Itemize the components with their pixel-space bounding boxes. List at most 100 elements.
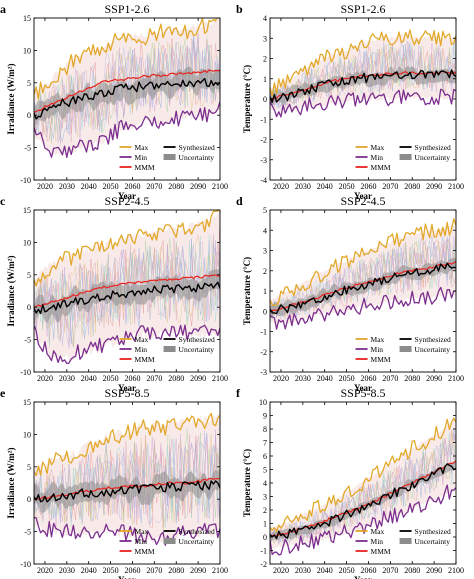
x-tick-label: 2060 <box>124 182 140 191</box>
ensemble-member-line <box>34 235 220 348</box>
y-tick-label: 10 <box>23 46 31 55</box>
x-tick-label: 2040 <box>317 566 333 575</box>
y-tick-label: 4 <box>263 14 267 23</box>
x-tick-label: 2020 <box>273 566 289 575</box>
min-line <box>34 101 220 159</box>
legend-label: Synthesized <box>415 143 451 152</box>
x-tick-label: 2080 <box>404 374 420 383</box>
y-tick-label: 0 <box>27 303 31 312</box>
synthesized-line <box>270 463 456 540</box>
x-axis-label: Year <box>118 575 136 579</box>
y-tick-label: 9 <box>263 412 267 421</box>
legend-swatch <box>399 346 412 352</box>
y-tick-label: 4 <box>263 479 267 488</box>
x-tick-label: 2060 <box>124 374 140 383</box>
legend-label: Synthesized <box>179 527 215 536</box>
legend-label: Min <box>371 537 384 546</box>
legend-label: Uncertainty <box>179 345 215 354</box>
y-tick-label: -1 <box>260 547 267 556</box>
x-tick-label: 2020 <box>37 566 53 575</box>
x-axis-label: Year <box>354 191 372 201</box>
x-axis-label: Year <box>118 191 136 201</box>
x-tick-label: 2030 <box>59 374 75 383</box>
x-tick-label: 2100 <box>448 566 464 575</box>
x-tick-label: 2040 <box>317 182 333 191</box>
panel-title: SSP2-4.5 <box>340 194 385 208</box>
y-tick-label: 3 <box>263 34 267 43</box>
panel-letter: f <box>236 386 241 400</box>
min-line <box>34 516 220 546</box>
uncertainty-band <box>34 66 220 128</box>
x-tick-label: 2020 <box>37 182 53 191</box>
legend-label: Min <box>135 345 148 354</box>
y-tick-label: -3 <box>260 156 267 165</box>
x-tick-label: 2100 <box>212 374 228 383</box>
x-tick-label: 2070 <box>146 182 162 191</box>
mmm-line <box>34 477 220 501</box>
legend-label: MMM <box>371 547 391 556</box>
y-tick-label: 15 <box>23 398 31 407</box>
y-tick-label: 2 <box>263 55 267 64</box>
x-tick-label: 2100 <box>448 374 464 383</box>
y-tick-label: 3 <box>263 247 267 256</box>
legend-swatch <box>163 538 176 544</box>
legend-label: Max <box>371 143 385 152</box>
y-tick-label: -5 <box>24 144 31 153</box>
y-tick-label: -4 <box>260 176 267 185</box>
y-axis-label: Irradiance (W/m²) <box>6 64 16 135</box>
mmm-line <box>34 274 220 309</box>
y-tick-label: 3 <box>263 493 267 502</box>
y-tick-label: 5 <box>27 271 31 280</box>
y-tick-label: 6 <box>263 452 267 461</box>
x-tick-label: 2050 <box>339 566 355 575</box>
x-tick-label: 2040 <box>81 566 97 575</box>
mmm-line <box>34 69 220 113</box>
legend-label: Min <box>371 345 384 354</box>
y-tick-label: 10 <box>23 238 31 247</box>
max-line <box>34 210 220 287</box>
legend-label: MMM <box>135 547 155 556</box>
x-tick-label: 2060 <box>360 182 376 191</box>
plot-area-c <box>34 210 220 365</box>
uncertainty-band <box>270 66 456 107</box>
x-tick-label: 2050 <box>339 182 355 191</box>
axes-frame <box>33 17 221 181</box>
y-tick-label: -5 <box>24 336 31 345</box>
uncertainty-band <box>270 460 456 543</box>
legend-label: MMM <box>371 355 391 364</box>
x-tick-label: 2090 <box>190 566 206 575</box>
legend-label: Synthesized <box>179 143 215 152</box>
y-axis-label: Temperature (°C) <box>242 449 252 517</box>
panel-a: -10 -5 0 5 10 15 2020 2030 2040 2050 2060 2070 2080 2… <box>0 2 228 201</box>
x-tick-label: 2060 <box>124 566 140 575</box>
x-tick-label: 2080 <box>168 566 184 575</box>
x-axis-label: Year <box>118 383 136 393</box>
x-tick-label: 2050 <box>103 182 119 191</box>
y-tick-label: 2 <box>263 506 267 515</box>
x-tick-label: 2040 <box>317 374 333 383</box>
ensemble-member-line <box>34 34 220 143</box>
panel-d: -3 -2 -1 0 1 2 3 4 5 2020 2030 2040 2050 2060 2070 2080… <box>236 194 464 393</box>
plot-area-f <box>270 417 456 556</box>
legend-label: Min <box>135 537 148 546</box>
y-tick-label: 5 <box>263 466 267 475</box>
y-axis-label: Temperature (°C) <box>242 65 252 133</box>
x-tick-label: 2100 <box>448 182 464 191</box>
y-tick-label: 5 <box>263 206 267 215</box>
y-tick-label: 2 <box>263 267 267 276</box>
x-tick-label: 2090 <box>426 566 442 575</box>
x-tick-label: 2070 <box>382 182 398 191</box>
x-tick-label: 2020 <box>37 374 53 383</box>
legend-swatch <box>399 154 412 160</box>
panel-e: -10 -5 0 5 10 15 2020 2030 2040 2050 2060 2070 2080 2… <box>0 386 228 579</box>
panel-title: SSP1-2.6 <box>340 2 385 16</box>
mmm-line <box>270 260 456 313</box>
x-tick-label: 2090 <box>426 182 442 191</box>
plot-area-d <box>270 218 456 330</box>
panel-letter: d <box>236 194 243 208</box>
y-tick-label: 15 <box>23 206 31 215</box>
panel-c: -10 -5 0 5 10 15 2020 2030 2040 2050 2060 2070 2080 2… <box>0 194 228 393</box>
y-tick-label: 15 <box>23 14 31 23</box>
y-tick-label: 5 <box>27 463 31 472</box>
